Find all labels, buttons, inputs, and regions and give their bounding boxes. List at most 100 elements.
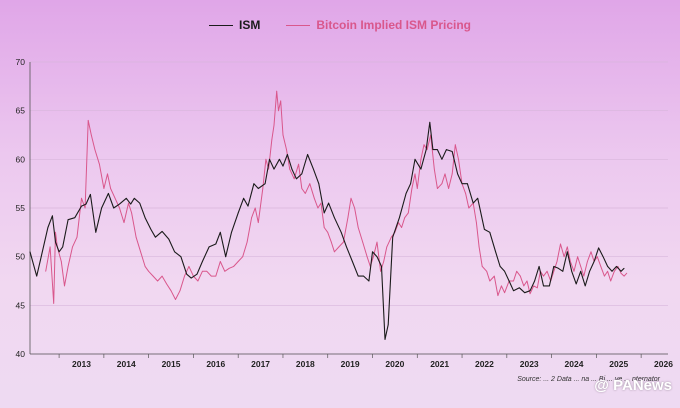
btc-point — [433, 168, 435, 170]
ism-point — [425, 149, 427, 151]
btc-point — [350, 197, 352, 199]
btc-point — [478, 246, 480, 248]
ism-point — [620, 270, 622, 272]
btc-point — [553, 270, 555, 272]
y-tick-label: 50 — [16, 252, 26, 262]
ism-point — [616, 266, 617, 267]
ism-point — [130, 203, 132, 205]
y-tick-label: 45 — [16, 300, 26, 310]
ism-point — [108, 193, 109, 194]
ism-point — [499, 266, 501, 267]
ism-point — [225, 256, 227, 258]
ism-point — [279, 158, 280, 160]
btc-point — [497, 295, 499, 296]
ism-point — [477, 197, 479, 199]
ism-point — [144, 217, 146, 219]
btc-point — [533, 285, 535, 287]
ism-point — [524, 292, 526, 294]
btc-point — [580, 266, 582, 267]
ism-point — [607, 266, 608, 267]
btc-point — [465, 193, 466, 194]
btc-point — [343, 241, 344, 243]
btc-point — [414, 173, 416, 175]
y-tick-label: 60 — [16, 154, 26, 164]
btc-point — [610, 280, 612, 282]
ism-point — [461, 183, 463, 185]
ism-point — [399, 217, 400, 219]
ism-point — [538, 266, 540, 267]
btc-point — [386, 246, 388, 248]
ism-point — [489, 231, 491, 233]
btc-point — [179, 290, 181, 292]
btc-point — [583, 275, 585, 277]
x-tick-label: 2022 — [475, 359, 494, 369]
btc-point — [626, 272, 628, 274]
btc-implied-ism-line — [45, 90, 628, 304]
legend-item-btc: Bitcoin Implied ISM Pricing — [286, 18, 471, 32]
btc-point — [338, 246, 340, 248]
btc-point — [55, 231, 56, 233]
ism-point — [376, 256, 378, 258]
x-tick-label: 2014 — [117, 359, 136, 369]
ism-point — [623, 267, 625, 269]
btc-point — [166, 283, 168, 285]
ism-point — [611, 270, 613, 272]
btc-point — [271, 139, 273, 141]
btc-point — [215, 275, 217, 277]
ism-point — [269, 158, 270, 160]
ism-point — [52, 215, 53, 217]
btc-point — [94, 149, 96, 151]
ism-point — [313, 168, 314, 170]
btc-point — [570, 261, 571, 262]
btc-point — [401, 227, 402, 228]
legend-item-ism: ISM — [208, 18, 260, 32]
btc-point — [596, 256, 598, 258]
ism-point — [602, 256, 604, 258]
btc-point — [152, 275, 154, 277]
btc-point — [289, 168, 291, 170]
btc-point — [219, 261, 221, 262]
btc-point — [451, 173, 453, 175]
ism-point — [357, 275, 359, 277]
ism-point — [168, 238, 170, 240]
btc-point — [276, 90, 278, 92]
ism-point — [150, 229, 152, 230]
btc-point — [114, 197, 116, 199]
btc-point — [620, 272, 622, 274]
ism-point — [372, 251, 373, 253]
btc-point — [45, 270, 47, 272]
btc-point — [546, 270, 548, 272]
ism-point — [352, 261, 353, 262]
btc-point — [604, 275, 605, 277]
btc-point — [278, 110, 279, 112]
ism-point — [384, 339, 386, 340]
ism-point — [257, 188, 259, 189]
ism-point — [202, 261, 203, 262]
btc-point — [224, 270, 226, 272]
btc-point — [309, 183, 311, 185]
ism-point — [113, 207, 115, 209]
ism-point — [593, 261, 595, 262]
btc-point — [237, 261, 239, 262]
btc-point — [175, 299, 176, 300]
btc-point — [587, 261, 588, 262]
ism-point — [101, 207, 102, 209]
btc-point — [206, 270, 208, 272]
btc-point — [354, 207, 355, 209]
btc-point — [313, 197, 315, 199]
btc-point — [49, 246, 51, 248]
btc-point — [426, 149, 428, 151]
btc-point — [210, 275, 212, 277]
ism-point — [472, 202, 474, 204]
ism-point — [125, 197, 127, 199]
btc-point — [202, 270, 203, 272]
y-tick-label: 70 — [16, 57, 26, 67]
btc-point — [107, 173, 108, 175]
ism-point — [446, 149, 447, 151]
ism-point — [29, 251, 31, 253]
ism-point — [291, 168, 293, 170]
series-lines — [29, 90, 628, 340]
ism-point — [557, 267, 559, 269]
btc-point — [161, 275, 163, 277]
btc-point — [148, 270, 150, 272]
